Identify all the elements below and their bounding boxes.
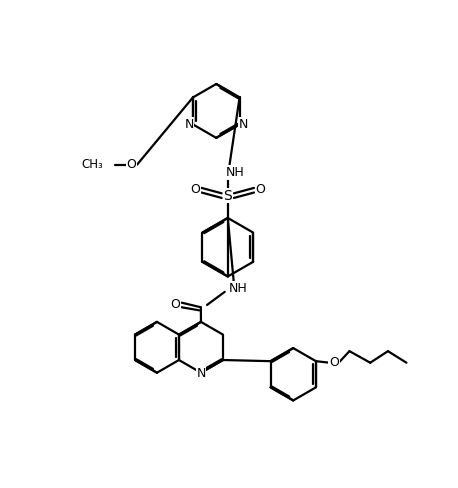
Text: O: O xyxy=(255,183,265,196)
Text: S: S xyxy=(224,189,232,203)
Text: O: O xyxy=(170,299,180,311)
Text: NH: NH xyxy=(226,166,245,179)
Text: O: O xyxy=(191,183,201,196)
Text: N: N xyxy=(196,367,206,380)
Text: NH: NH xyxy=(229,282,248,295)
Text: O: O xyxy=(329,356,339,369)
Text: CH₃: CH₃ xyxy=(82,158,103,171)
Text: N: N xyxy=(239,118,248,131)
Text: O: O xyxy=(126,158,136,171)
Text: N: N xyxy=(185,118,194,131)
